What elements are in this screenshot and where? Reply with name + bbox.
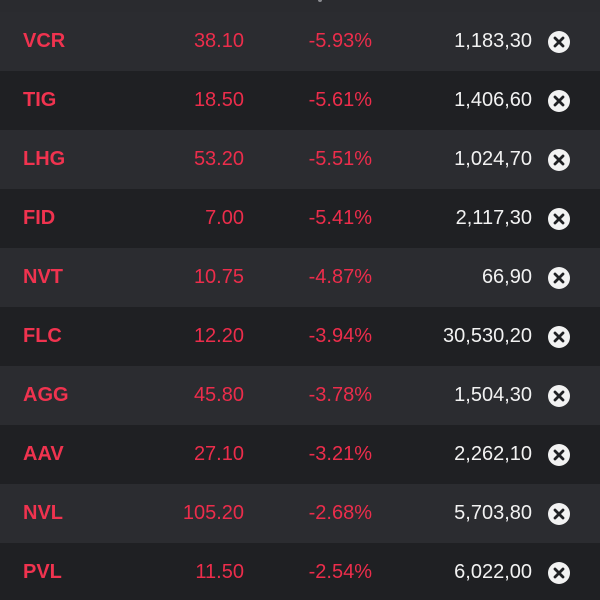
- stock-symbol[interactable]: NVT: [23, 266, 63, 288]
- stock-symbol[interactable]: FID: [23, 207, 56, 229]
- table-row[interactable]: NVT 10.75 -4.87% 66,90: [0, 248, 600, 307]
- stock-volume: 30,530,20: [443, 325, 532, 347]
- stock-symbol[interactable]: NVL: [23, 502, 63, 524]
- stock-price: 105.20: [182, 502, 244, 524]
- stock-symbol[interactable]: PVL: [23, 561, 62, 583]
- close-circle-icon[interactable]: [548, 503, 570, 525]
- table-row[interactable]: TIG 18.50 -5.61% 1,406,60: [0, 71, 600, 130]
- stock-price: 27.10: [193, 443, 244, 465]
- table-row[interactable]: AGG 45.80 -3.78% 1,504,30: [0, 366, 600, 425]
- table-row[interactable]: AAV 27.10 -3.21% 2,262,10: [0, 425, 600, 484]
- table-row[interactable]: FLC 12.20 -3.94% 30,530,20: [0, 307, 600, 366]
- stock-volume: 1,183,30: [454, 30, 532, 52]
- stock-change-percent: -2.54%: [308, 561, 372, 583]
- stock-symbol[interactable]: AAV: [23, 443, 64, 465]
- stock-change-percent: -3.21%: [308, 443, 372, 465]
- stock-change-percent: -4.87%: [308, 266, 372, 288]
- stock-symbol[interactable]: AGG: [23, 384, 69, 406]
- table-row[interactable]: FID 7.00 -5.41% 2,117,30: [0, 189, 600, 248]
- close-circle-icon[interactable]: [548, 385, 570, 407]
- stock-change-percent: -3.94%: [308, 325, 372, 347]
- stock-symbol[interactable]: VCR: [23, 30, 66, 52]
- stock-volume: 66,90: [481, 266, 532, 288]
- stock-change-percent: -5.93%: [308, 30, 372, 52]
- stock-symbol[interactable]: FLC: [23, 325, 62, 347]
- stock-volume: 1,024,70: [454, 148, 532, 170]
- stock-price: 11.50: [195, 561, 244, 583]
- watchlist-table: VCR 38.10 -5.93% 1,183,30 TIG 18.50 -5.6…: [0, 12, 600, 600]
- stock-change-percent: -5.61%: [308, 89, 372, 111]
- stock-change-percent: -5.41%: [308, 207, 372, 229]
- table-row[interactable]: NVL 105.20 -2.68% 5,703,80: [0, 484, 600, 543]
- header-indicator: [318, 0, 322, 2]
- stock-volume: 5,703,80: [454, 502, 532, 524]
- close-circle-icon[interactable]: [548, 326, 570, 348]
- table-row[interactable]: PVL 11.50 -2.54% 6,022,00: [0, 543, 600, 600]
- stock-price: 38.10: [193, 30, 244, 52]
- stock-change-percent: -3.78%: [308, 384, 372, 406]
- close-circle-icon[interactable]: [548, 149, 570, 171]
- table-row[interactable]: LHG 53.20 -5.51% 1,024,70: [0, 130, 600, 189]
- close-circle-icon[interactable]: [548, 444, 570, 466]
- stock-symbol[interactable]: LHG: [23, 148, 66, 170]
- table-row[interactable]: VCR 38.10 -5.93% 1,183,30: [0, 12, 600, 71]
- close-circle-icon[interactable]: [548, 562, 570, 584]
- stock-volume: 6,022,00: [454, 561, 532, 583]
- close-circle-icon[interactable]: [548, 31, 570, 53]
- stock-price: 18.50: [193, 89, 244, 111]
- stock-price: 53.20: [193, 148, 244, 170]
- close-circle-icon[interactable]: [548, 208, 570, 230]
- stock-volume: 2,262,10: [454, 443, 532, 465]
- stock-volume: 1,504,30: [454, 384, 532, 406]
- stock-change-percent: -2.68%: [308, 502, 372, 524]
- stock-change-percent: -5.51%: [308, 148, 372, 170]
- close-circle-icon[interactable]: [548, 90, 570, 112]
- stock-price: 7.00: [205, 207, 244, 229]
- stock-symbol[interactable]: TIG: [23, 89, 57, 111]
- stock-volume: 1,406,60: [454, 89, 532, 111]
- close-circle-icon[interactable]: [548, 267, 570, 289]
- stock-volume: 2,117,30: [455, 207, 532, 229]
- stock-price: 12.20: [193, 325, 244, 347]
- stock-price: 10.75: [193, 266, 244, 288]
- stock-price: 45.80: [193, 384, 244, 406]
